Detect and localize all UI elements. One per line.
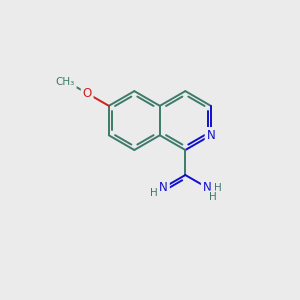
Text: H: H [214, 183, 222, 193]
Text: N: N [159, 181, 168, 194]
Text: H: H [150, 188, 158, 198]
Text: CH₃: CH₃ [56, 77, 75, 87]
Text: N: N [202, 181, 211, 194]
Text: N: N [206, 129, 215, 142]
Text: H: H [209, 192, 217, 202]
Text: O: O [82, 87, 92, 100]
